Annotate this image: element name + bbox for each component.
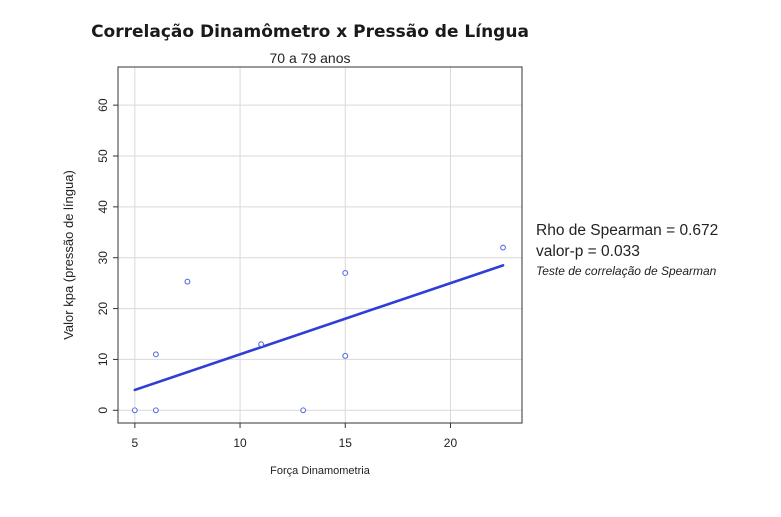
- x-tick-label: 10: [233, 436, 247, 450]
- regression-line: [133, 264, 505, 392]
- x-axis-label: Força Dinamometria: [270, 465, 371, 477]
- y-axis-label: Valor kpa (pressão de língua): [61, 170, 76, 340]
- grid-lines: [118, 67, 522, 423]
- y-tick-label: 20: [96, 302, 110, 316]
- data-point: [342, 270, 349, 276]
- plot-frame: [117, 66, 523, 424]
- data-point: [184, 278, 191, 285]
- data-point: [258, 341, 265, 348]
- y-tick-label: 10: [96, 352, 110, 366]
- x-axis: 5 10 15 20: [131, 423, 457, 450]
- x-tick-label: 15: [339, 436, 353, 450]
- regression-line-group: [133, 264, 505, 392]
- data-point: [500, 244, 507, 251]
- x-tick-label: 5: [131, 436, 138, 450]
- data-point: [300, 407, 307, 414]
- y-tick-label: 50: [96, 149, 110, 163]
- chart-title: Correlação Dinamômetro x Pressão de Líng…: [91, 22, 529, 42]
- data-point: [152, 351, 159, 358]
- data-point: [131, 407, 138, 414]
- y-tick-label: 30: [96, 251, 110, 265]
- data-point: [152, 407, 159, 414]
- spearman-rho-text: Rho de Spearman = 0.672: [536, 222, 719, 239]
- x-tick-label: 20: [444, 436, 458, 450]
- data-point: [342, 352, 349, 359]
- p-value-text: valor-p = 0.033: [536, 243, 640, 260]
- y-tick-label: 40: [96, 200, 110, 214]
- statistics-annotation: Rho de Spearman = 0.672 valor-p = 0.033 …: [536, 220, 718, 278]
- data-points: [131, 244, 507, 414]
- y-tick-label: 0: [96, 407, 110, 414]
- y-axis: 0 10 20 30 40 50 60: [96, 98, 118, 414]
- y-tick-label: 60: [96, 98, 110, 112]
- test-name-text: Teste de correlação de Spearman: [536, 264, 717, 278]
- chart-subtitle: 70 a 79 anos: [269, 50, 351, 66]
